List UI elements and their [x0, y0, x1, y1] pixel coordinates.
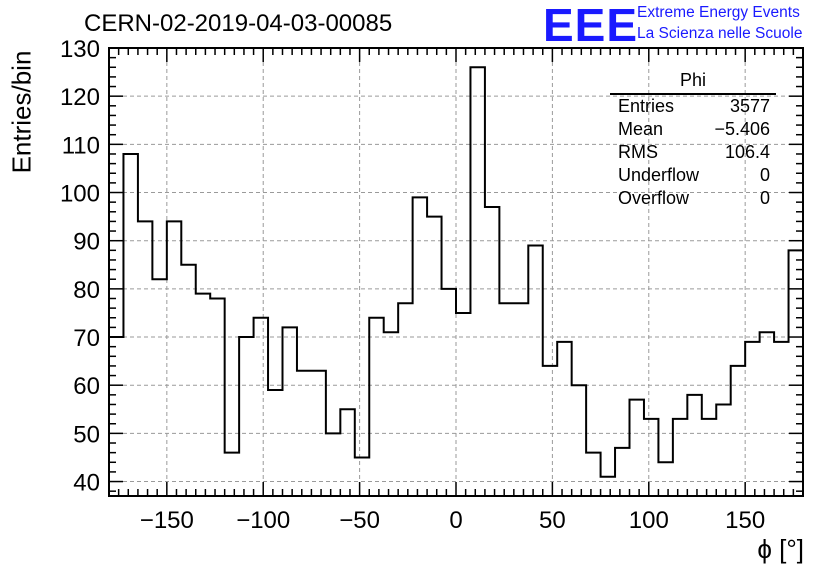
y-tick-label: 50 [73, 421, 100, 448]
stats-label: RMS [618, 142, 658, 162]
stats-title: Phi [610, 70, 776, 95]
stats-row-underflow: Underflow 0 [610, 164, 776, 187]
y-tick-label: 110 [62, 132, 100, 159]
x-tick-label: −100 [236, 507, 290, 534]
y-tick-label: 90 [73, 229, 100, 256]
stats-label: Overflow [618, 188, 690, 208]
stats-value: 0 [759, 165, 770, 185]
chart-title: CERN-02-2019-04-03-00085 [84, 10, 393, 37]
y-axis-label: Entries/bin [6, 50, 37, 174]
stats-value: 3577 [729, 96, 770, 116]
x-tick-label: 0 [449, 507, 462, 534]
stats-value: 106.4 [724, 142, 770, 162]
stats-row-overflow: Overflow 0 [610, 187, 776, 210]
y-tick-label: 40 [73, 470, 100, 497]
histogram-series-line [109, 66, 804, 478]
stats-label: Entries [618, 96, 675, 116]
y-tick-label: 80 [73, 277, 100, 304]
stats-row-mean: Mean −5.406 [610, 118, 776, 141]
y-tick-label: 60 [73, 373, 100, 400]
stats-row-entries: Entries 3577 [610, 95, 776, 118]
stats-row-rms: RMS 106.4 [610, 141, 776, 164]
stats-value: 0 [759, 188, 770, 208]
x-tick-label: 50 [539, 507, 566, 534]
stats-label: Underflow [618, 165, 700, 185]
logo-tagline-2: La Scienza nelle Scuole [637, 25, 803, 42]
y-tick-label: 120 [60, 84, 100, 111]
x-tick-label: −50 [339, 507, 380, 534]
x-tick-label: −150 [140, 507, 194, 534]
x-tick-label: 100 [629, 507, 669, 534]
x-axis-label: ϕ [°] [757, 534, 804, 564]
y-tick-label: 100 [60, 181, 100, 208]
stats-label: Mean [618, 119, 664, 139]
plot-frame [108, 47, 804, 497]
y-tick-label: 70 [73, 325, 100, 352]
x-tick-label: 150 [725, 507, 765, 534]
y-tick-label: 130 [60, 36, 100, 63]
logo-tagline-1: Extreme Energy Events [637, 4, 800, 21]
eee-logo: EEE [543, 0, 639, 51]
stats-box: Phi Entries 3577 Mean −5.406 RMS 106.4 Unde… [610, 70, 776, 210]
stats-value: −5.406 [714, 119, 770, 139]
